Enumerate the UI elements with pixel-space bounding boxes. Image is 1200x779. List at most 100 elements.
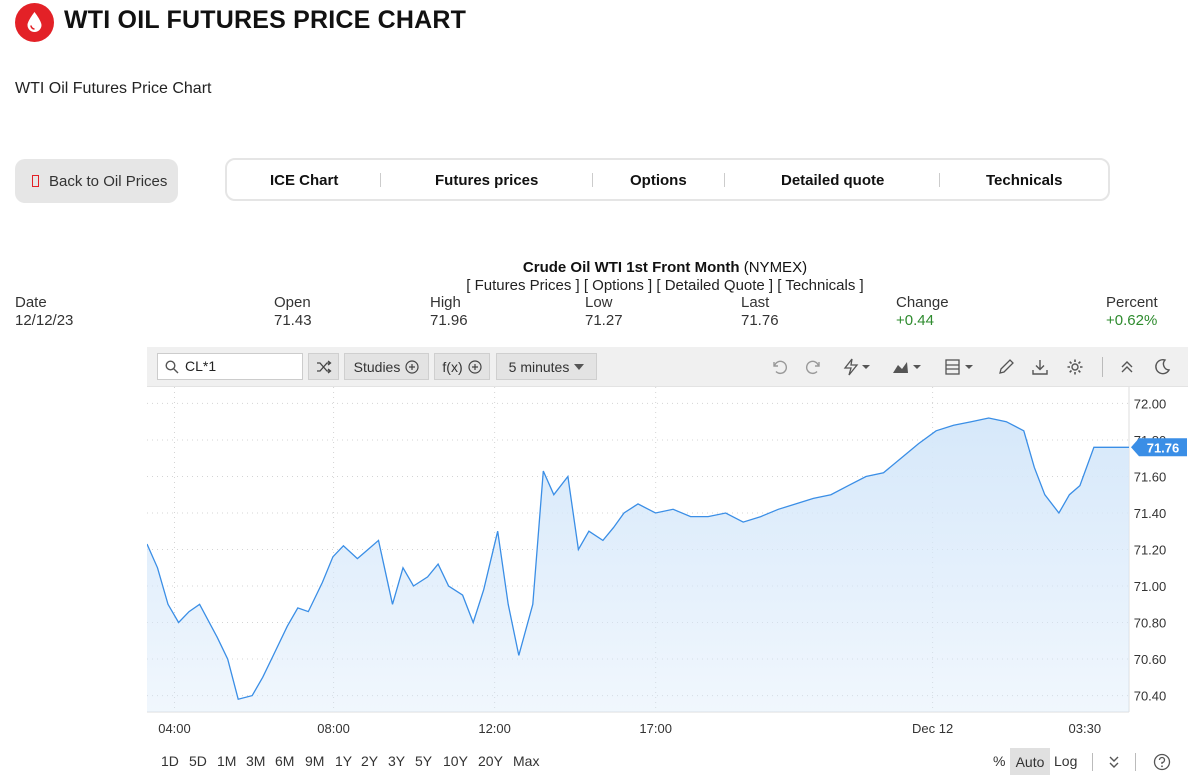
y-tick-label: 71.40: [1134, 506, 1167, 521]
add-circle-icon: [468, 359, 482, 374]
y-tick-label: 71.20: [1134, 543, 1167, 558]
add-circle-icon: [405, 359, 419, 374]
back-to-oil-prices-button[interactable]: Back to Oil Prices: [15, 159, 178, 203]
rangebar-divider: [1135, 753, 1136, 771]
download-icon[interactable]: [1030, 357, 1050, 377]
flash-icon[interactable]: [840, 357, 876, 377]
percent-value: +0.62%: [1106, 312, 1158, 329]
chart-toolbar: CL*1 Studies f(x) 5 minutes: [147, 347, 1188, 387]
range-3m[interactable]: 3M: [246, 753, 266, 769]
interval-select[interactable]: 5 minutes: [496, 353, 597, 380]
redo-icon[interactable]: [804, 357, 824, 377]
quote-title: Crude Oil WTI 1st Front Month (NYMEX): [0, 259, 1200, 276]
high-header: High: [430, 294, 461, 311]
range-9m[interactable]: 9M: [305, 753, 325, 769]
low-value: 71.27: [585, 312, 623, 329]
price-area-fill: [147, 418, 1129, 712]
high-value: 71.96: [430, 312, 468, 329]
y-tick-label: 72.00: [1134, 396, 1167, 411]
compare-button[interactable]: [308, 353, 339, 380]
range-1d[interactable]: 1D: [161, 753, 179, 769]
back-icon: [32, 175, 39, 187]
page-title: WTI OIL FUTURES PRICE CHART: [64, 6, 467, 34]
range-5d[interactable]: 5D: [189, 753, 207, 769]
auto-scale-button[interactable]: Auto: [1010, 748, 1050, 775]
date-value: 12/12/23: [15, 312, 74, 329]
range-1m[interactable]: 1M: [217, 753, 237, 769]
symbol-value: CL*1: [185, 358, 217, 374]
tab-options[interactable]: Options: [630, 172, 687, 189]
low-header: Low: [585, 294, 613, 311]
y-tick-label: 70.60: [1134, 652, 1167, 667]
price-line: [147, 417, 1129, 700]
gear-icon[interactable]: [1065, 357, 1085, 377]
range-bar: 1D 5D 1M 3M 6M 9M 1Y 2Y 3Y 5Y 10Y 20Y Ma…: [147, 748, 1188, 776]
range-1y[interactable]: 1Y: [335, 753, 353, 769]
quote-links[interactable]: [ Futures Prices ] [ Options ] [ Detaile…: [466, 277, 864, 294]
x-tick-label: 03:30: [1069, 721, 1102, 736]
tab-divider: [380, 173, 381, 187]
quote-exchange: (NYMEX): [743, 259, 808, 276]
oil-drop-icon: [15, 3, 54, 42]
x-tick-label: 04:00: [158, 721, 191, 736]
range-5y[interactable]: 5Y: [415, 753, 433, 769]
open-value: 71.43: [274, 312, 312, 329]
y-tick-label: 70.80: [1134, 616, 1167, 631]
range-20y[interactable]: 20Y: [478, 753, 503, 769]
fx-button[interactable]: f(x): [434, 353, 490, 380]
symbol-search-input[interactable]: CL*1: [157, 353, 303, 380]
search-icon: [165, 360, 179, 374]
percent-scale-button[interactable]: %: [993, 753, 1006, 769]
rangebar-divider: [1092, 753, 1093, 771]
toolbar-divider: [1102, 357, 1103, 377]
tab-divider: [939, 173, 940, 187]
change-value: +0.44: [896, 312, 934, 329]
pencil-icon[interactable]: [996, 357, 1016, 377]
x-tick-label: 17:00: [639, 721, 672, 736]
double-chevron-down-icon[interactable]: [1104, 752, 1124, 772]
range-3y[interactable]: 3Y: [388, 753, 406, 769]
y-tick-label: 71.00: [1134, 579, 1167, 594]
tab-bar: ICE Chart Futures prices Options Detaile…: [225, 158, 1110, 201]
log-scale-button[interactable]: Log: [1054, 753, 1078, 769]
help-icon[interactable]: [1152, 752, 1172, 772]
last-price-marker: [1131, 438, 1187, 457]
last-value: 71.76: [741, 312, 779, 329]
back-button-label: Back to Oil Prices: [49, 172, 168, 190]
x-tick-label: Dec 12: [912, 721, 953, 736]
range-10y[interactable]: 10Y: [443, 753, 468, 769]
shuffle-icon: [316, 359, 332, 374]
last-header: Last: [741, 294, 770, 311]
undo-icon[interactable]: [769, 357, 789, 377]
collapse-icon[interactable]: [1117, 357, 1137, 377]
page-subtitle: WTI Oil Futures Price Chart: [15, 80, 212, 97]
range-6m[interactable]: 6M: [275, 753, 295, 769]
quote-instrument: Crude Oil WTI 1st Front Month: [522, 259, 740, 276]
tab-technicals[interactable]: Technicals: [986, 172, 1063, 189]
range-max[interactable]: Max: [513, 753, 540, 769]
price-chart[interactable]: 72.0071.8071.6071.4071.2071.0070.8070.60…: [147, 387, 1188, 747]
range-2y[interactable]: 2Y: [361, 753, 379, 769]
x-tick-label: 12:00: [478, 721, 511, 736]
tab-divider: [592, 173, 593, 187]
studies-label: Studies: [353, 358, 401, 375]
interval-label: 5 minutes: [508, 358, 570, 375]
fx-label: f(x): [442, 358, 463, 375]
tab-futures-prices[interactable]: Futures prices: [435, 172, 539, 189]
tab-divider: [724, 173, 725, 187]
tab-detailed-quote[interactable]: Detailed quote: [781, 172, 885, 189]
open-header: Open: [274, 294, 311, 311]
moon-icon[interactable]: [1152, 357, 1172, 377]
tab-ice-chart[interactable]: ICE Chart: [270, 172, 339, 189]
date-header: Date: [15, 294, 47, 311]
layout-icon[interactable]: [943, 357, 979, 377]
percent-header: Percent: [1106, 294, 1158, 311]
y-tick-label: 71.60: [1134, 469, 1167, 484]
chevron-down-icon: [574, 363, 585, 370]
chart-type-icon[interactable]: [890, 357, 926, 377]
last-price-label: 71.76: [1147, 440, 1180, 455]
change-header: Change: [896, 294, 949, 311]
x-tick-label: 08:00: [317, 721, 350, 736]
studies-button[interactable]: Studies: [344, 353, 429, 380]
y-tick-label: 70.40: [1134, 689, 1167, 704]
